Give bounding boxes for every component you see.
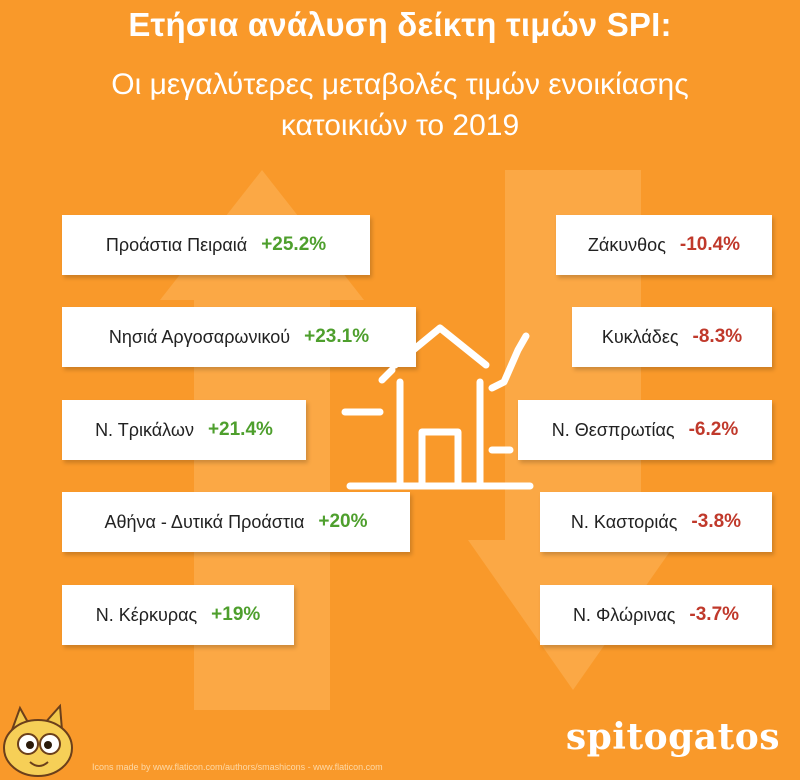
- region-name: Ν. Κέρκυρας: [95, 604, 198, 625]
- price-change: -3.7%: [689, 604, 740, 625]
- region-name: Αθήνα - Δυτικά Προάστια: [104, 511, 305, 532]
- page-title: Ετήσια ανάλυση δείκτη τιμών SPI:: [128, 6, 672, 43]
- price-change: +19%: [211, 604, 261, 625]
- price-change: +25.2%: [261, 234, 327, 255]
- price-change: -3.8%: [691, 511, 742, 532]
- region-name: Ν. Καστοριάς: [570, 511, 678, 532]
- region-name: Ν. Φλώρινας: [572, 604, 676, 625]
- increase-card: Ν. Τρικάλων +21.4%: [62, 400, 306, 460]
- region-name: Νησιά Αργοσαρωνικού: [108, 326, 291, 347]
- icon-credit: Icons made by www.flaticon.com/authors/s…: [92, 762, 383, 772]
- price-change: +20%: [318, 511, 368, 532]
- increase-card: Αθήνα - Δυτικά Προάστια +20%: [62, 492, 410, 552]
- price-change: -6.2%: [688, 419, 739, 440]
- region-name: Κυκλάδες: [601, 326, 679, 347]
- decrease-card: Ν. Φλώρινας -3.7%: [540, 585, 772, 645]
- region-name: Ν. Τρικάλων: [95, 419, 194, 440]
- decrease-card: Ν. Καστοριάς -3.8%: [540, 492, 772, 552]
- decrease-card: Ν. Θεσπρωτίας -6.2%: [518, 400, 772, 460]
- price-change: +21.4%: [207, 419, 273, 440]
- subtitle-line-1: Οι μεγαλύτερες μεταβολές τιμών ενοικίαση…: [111, 68, 689, 101]
- price-change: -10.4%: [679, 234, 741, 255]
- brand-logo: spitogatos: [565, 716, 780, 758]
- price-change: +23.1%: [304, 326, 370, 347]
- decrease-card: Κυκλάδες -8.3%: [572, 307, 772, 367]
- page-subtitle: Οι μεγαλύτερες μεταβολές τιμών ενοικίαση…: [0, 64, 800, 146]
- subtitle-line-2: κατοικιών το 2019: [280, 109, 520, 142]
- increase-card: Νησιά Αργοσαρωνικού +23.1%: [62, 307, 416, 367]
- region-name: Ζάκυνθος: [587, 234, 666, 255]
- region-name: Ν. Θεσπρωτίας: [551, 419, 675, 440]
- price-change: -8.3%: [692, 326, 743, 347]
- region-name: Προάστια Πειραιά: [105, 234, 248, 255]
- house-chart-icon: [341, 324, 534, 490]
- decrease-card: Ζάκυνθος -10.4%: [556, 215, 772, 275]
- cat-mascot-icon: [3, 703, 73, 777]
- increase-card: Ν. Κέρκυρας +19%: [62, 585, 294, 645]
- increase-card: Προάστια Πειραιά +25.2%: [62, 215, 370, 275]
